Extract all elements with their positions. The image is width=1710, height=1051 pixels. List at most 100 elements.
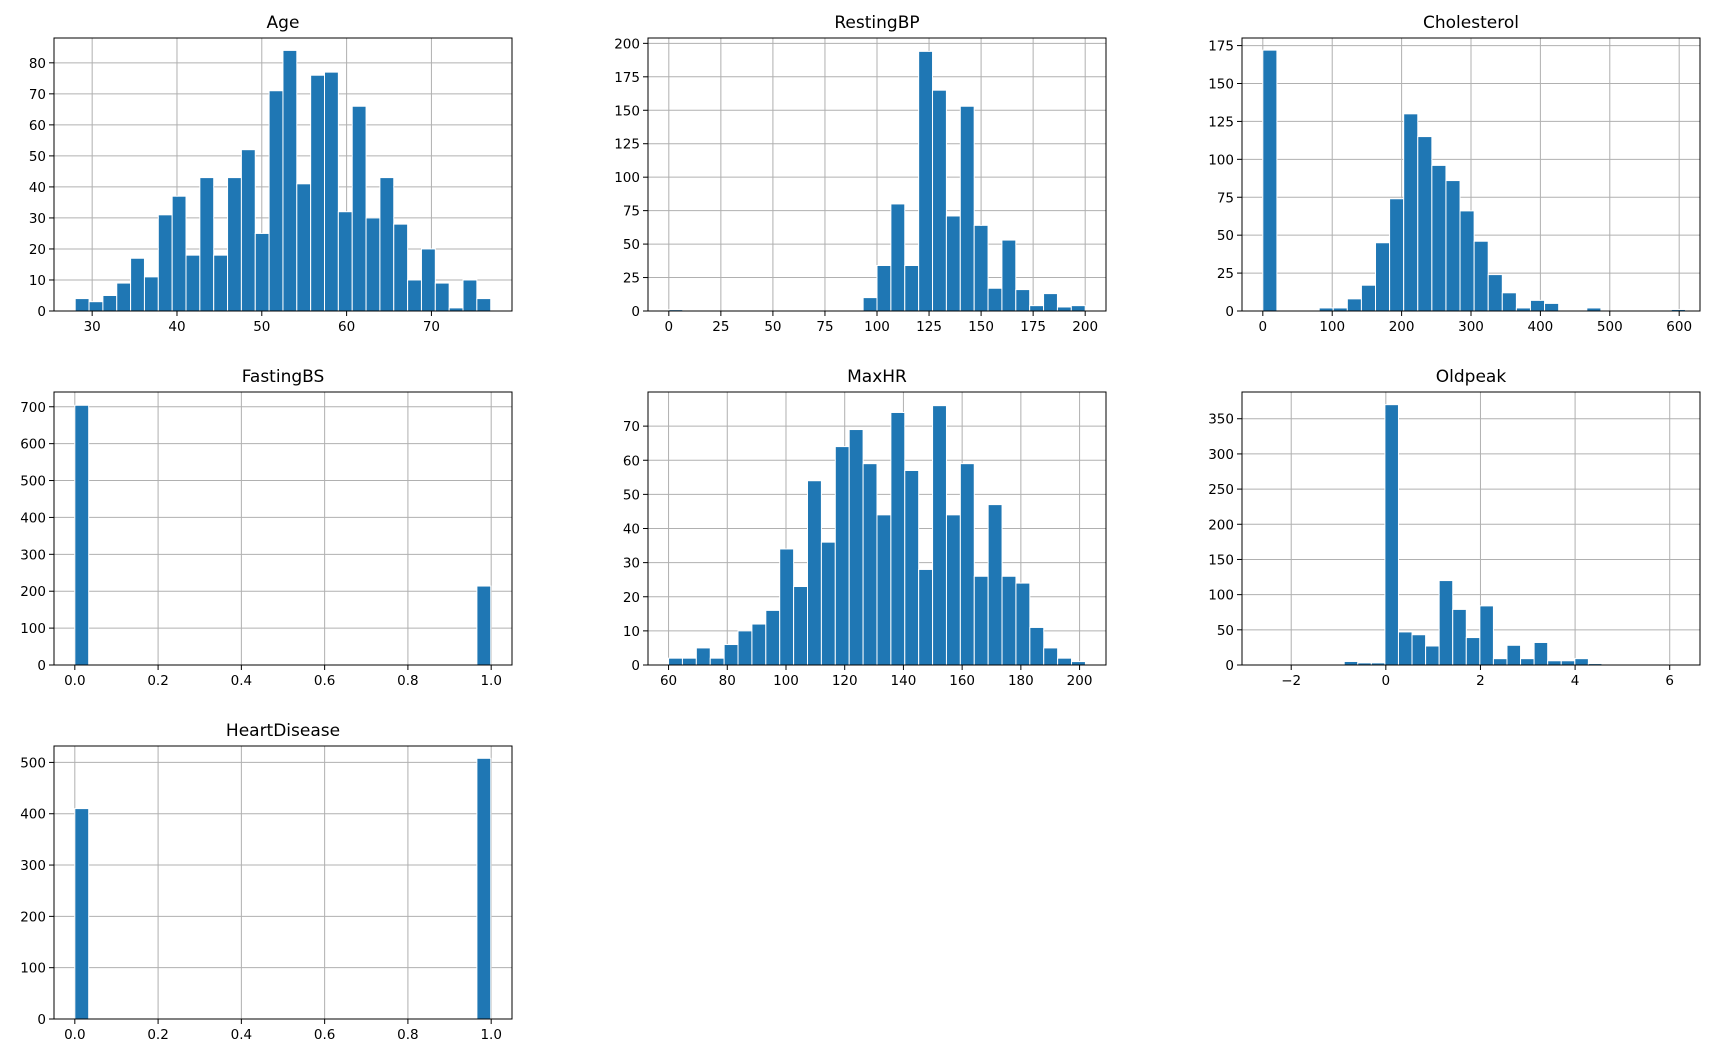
chart-title: MaxHR [847, 367, 907, 387]
x-tick-label: 150 [968, 319, 994, 335]
x-tick-label: 200 [1072, 319, 1098, 335]
x-tick-label: 40 [168, 319, 185, 335]
histogram-bar [779, 548, 795, 666]
x-tick-label: 80 [719, 673, 736, 689]
histogram-bar [74, 404, 90, 666]
y-tick-label: 250 [1208, 482, 1234, 498]
x-tick-label: 0.2 [147, 1027, 168, 1043]
y-tick-label: 60 [623, 453, 640, 469]
chart-title: Cholesterol [1423, 13, 1519, 33]
histogram-bar [1015, 289, 1031, 312]
axes-frame [53, 37, 513, 312]
histogram-bar [254, 232, 270, 312]
y-tick-label: 175 [614, 70, 640, 86]
x-tick-label: 0.6 [314, 673, 335, 689]
histogram-bar [959, 105, 975, 312]
x-tick-label: 100 [1319, 319, 1345, 335]
histogram-bar [476, 298, 492, 312]
x-tick-label: 70 [423, 319, 440, 335]
histogram-bar [213, 254, 229, 312]
x-tick-label: 140 [891, 673, 917, 689]
histogram-bar [668, 657, 683, 666]
histogram-bar [171, 195, 187, 312]
histogram-bar [918, 50, 934, 312]
x-tick-label: 0.4 [231, 1027, 252, 1043]
histogram-bar [1056, 306, 1072, 312]
histogram-bar [1501, 292, 1517, 312]
x-tick-label: 4 [1571, 673, 1580, 689]
x-tick-label: 0 [1382, 673, 1391, 689]
y-tick-label: 350 [1208, 412, 1234, 428]
histogram-bar [1029, 626, 1045, 666]
y-tick-label: 200 [1208, 517, 1234, 533]
histogram-bar [945, 215, 961, 312]
histogram-bar [1529, 299, 1546, 312]
histogram-bar [1520, 658, 1535, 666]
x-tick-label: 25 [712, 319, 729, 335]
y-tick-label: 0 [37, 658, 46, 674]
y-tick-label: 100 [614, 170, 640, 186]
axes-frame [53, 391, 513, 666]
histogram-bar [890, 203, 906, 312]
y-tick-label: 10 [623, 624, 640, 640]
histogram-bar [1473, 240, 1489, 312]
histogram-bar [876, 514, 892, 666]
x-tick-label: 60 [338, 319, 355, 335]
x-tick-label: 60 [660, 673, 677, 689]
histogram-bar [324, 71, 339, 312]
histogram-bar [807, 480, 822, 666]
histogram-bar [959, 463, 975, 666]
histogram-bar [351, 105, 367, 312]
histogram-bar [1445, 180, 1461, 312]
y-tick-label: 20 [29, 242, 46, 258]
x-tick-label: 50 [764, 319, 781, 335]
y-tick-label: 500 [20, 755, 46, 771]
x-tick-label: 0.2 [147, 673, 168, 689]
histogram-bar [848, 429, 864, 666]
histogram-bar [820, 541, 836, 666]
x-tick-label: 0.0 [64, 1027, 85, 1043]
histogram-bar [1425, 645, 1440, 666]
histogram-bar [932, 405, 947, 666]
histogram-maxhr: 60 80 100 120 140 160 180 200 0 10 20 30 40 50 60 70 Max… [623, 367, 1107, 689]
x-tick-label: 200 [1067, 673, 1093, 689]
x-tick-label: 6 [1665, 673, 1674, 689]
histogram-bar [1465, 637, 1481, 666]
y-tick-label: 60 [29, 118, 46, 134]
histogram-bar [987, 287, 1003, 312]
x-tick-label: 125 [916, 319, 942, 335]
y-tick-label: 200 [20, 909, 46, 925]
x-tick-label: 100 [773, 673, 799, 689]
y-tick-label: 200 [20, 584, 46, 600]
y-tick-label: 40 [623, 522, 640, 538]
histogram-bar [1403, 113, 1419, 312]
histogram-bar [1043, 647, 1059, 666]
x-tick-label: 1.0 [480, 673, 501, 689]
histogram-bar [1459, 210, 1475, 312]
histogram-bar [310, 74, 326, 312]
histogram-bar [476, 757, 492, 1020]
histogram-bar [130, 257, 145, 312]
histogram-bar [793, 586, 809, 666]
y-tick-label: 150 [1208, 552, 1234, 568]
histogram-bar [393, 223, 409, 312]
y-tick-label: 50 [1217, 228, 1234, 244]
histogram-bar [904, 469, 920, 666]
histogram-bar [240, 149, 256, 312]
histogram-bar [434, 282, 450, 312]
histogram-bar [1411, 634, 1427, 666]
x-tick-label: 2 [1476, 673, 1485, 689]
chart-title: Age [267, 13, 300, 33]
x-tick-label: 160 [949, 673, 975, 689]
y-tick-label: 30 [623, 556, 640, 572]
x-tick-label: 0.6 [314, 1027, 335, 1043]
y-tick-label: 100 [1208, 588, 1234, 604]
histogram-bar [834, 446, 850, 666]
histogram-bar [143, 276, 159, 312]
histogram-bar [1001, 575, 1017, 666]
histogram-bar [1492, 658, 1508, 666]
histogram-bar [116, 282, 132, 312]
histogram-bar [1360, 284, 1377, 312]
histogram-bar [1029, 305, 1045, 312]
